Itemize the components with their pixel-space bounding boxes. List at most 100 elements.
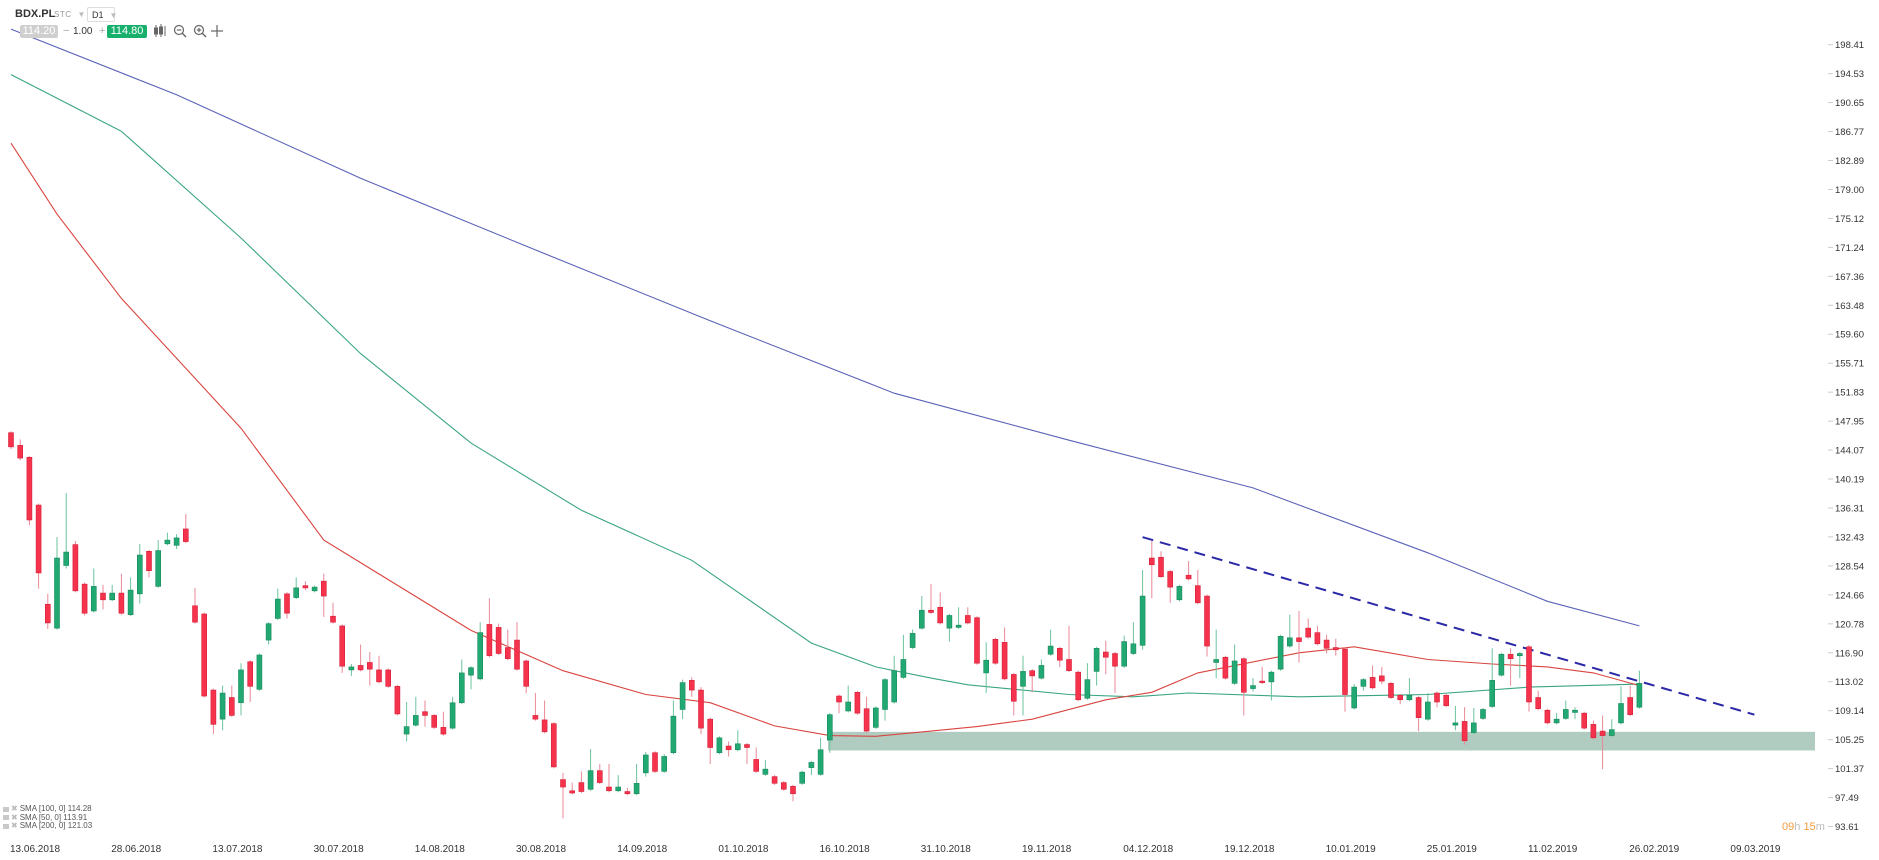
countdown-minutes-unit: m	[1815, 821, 1825, 833]
legend-item-sma100[interactable]: ✖ SMA [100, 0] 114.28	[3, 804, 92, 814]
legend-item-sma50[interactable]: ✖ SMA [50, 0] 113.91	[3, 812, 92, 823]
sma-line-sma100	[10, 74, 1640, 698]
candle-body	[1296, 637, 1302, 642]
candle-body	[468, 667, 474, 676]
candle	[523, 659, 530, 694]
candle-body	[311, 586, 318, 592]
candle-body	[1047, 645, 1054, 655]
candle-body	[808, 762, 815, 768]
sell-price-button[interactable]: 114.20	[20, 25, 58, 38]
candle	[1158, 551, 1164, 579]
x-tick-label: 30.08.2018	[516, 844, 566, 855]
increase-quantity-button[interactable]: +	[99, 25, 106, 37]
legend-item-sma200[interactable]: ✖ SMA [200, 0] 121.03	[3, 822, 92, 831]
candle	[633, 763, 640, 796]
candle-body	[946, 615, 953, 629]
candle	[1498, 652, 1505, 677]
buy-price-button[interactable]: 114.80	[107, 25, 147, 38]
candle-body	[431, 715, 438, 728]
candle	[688, 677, 695, 697]
candle	[615, 775, 622, 793]
candle	[100, 584, 106, 610]
candle	[1333, 638, 1339, 656]
x-tick-label: 31.10.2018	[921, 844, 971, 855]
candle	[1563, 700, 1569, 720]
candle	[642, 751, 649, 777]
candle	[808, 760, 815, 776]
remove-icon[interactable]: ✖	[11, 821, 18, 831]
indicator-settings-icon[interactable]	[3, 806, 9, 812]
decrease-quantity-button[interactable]: −	[63, 25, 70, 37]
candle-body	[1167, 571, 1173, 588]
candle-body	[1149, 557, 1155, 566]
candle-body	[118, 592, 125, 614]
market-selector[interactable]: STC ▼	[54, 10, 86, 19]
candle-type-icon[interactable]	[153, 23, 167, 39]
candle	[1609, 719, 1615, 738]
remove-icon[interactable]: ✖	[11, 804, 18, 813]
candle	[284, 592, 290, 619]
y-tick-label: 163.48	[1835, 301, 1864, 312]
support-zone[interactable]	[827, 731, 1815, 751]
candle-body	[219, 692, 226, 720]
candle-body	[330, 615, 336, 623]
candle	[1351, 684, 1357, 710]
candle	[1526, 645, 1532, 712]
candle-body	[900, 659, 907, 678]
candle-body	[109, 592, 115, 601]
candle	[753, 747, 760, 773]
candle	[256, 653, 263, 691]
candle-body	[928, 609, 934, 613]
zoom-in-icon[interactable]	[193, 23, 207, 39]
x-tick-label: 04.12.2018	[1123, 844, 1173, 855]
candle	[928, 584, 934, 614]
candle-body	[992, 639, 999, 664]
indicator-settings-icon[interactable]	[3, 823, 9, 829]
legend-label: SMA [200, 0] 121.03	[19, 821, 93, 831]
candle-body	[633, 783, 640, 795]
candle	[882, 678, 888, 721]
crosshair-move-icon[interactable]	[210, 23, 224, 39]
candle-body	[256, 654, 263, 690]
candle-body	[1434, 692, 1440, 703]
candle	[1057, 646, 1063, 667]
y-tick-label: 140.19	[1835, 475, 1864, 486]
candle	[863, 696, 870, 733]
quantity-input[interactable]: 1.00	[73, 26, 93, 37]
candle-body	[1213, 659, 1219, 663]
candle	[1112, 652, 1118, 694]
candle-body	[707, 718, 714, 748]
candle-body	[882, 679, 888, 710]
timeframe-selector[interactable]: D1 ▼	[87, 7, 117, 22]
trendline[interactable]	[1142, 536, 1755, 716]
candle	[376, 655, 382, 684]
zoom-out-icon[interactable]	[173, 23, 187, 39]
symbol-label: BDX.PL	[15, 8, 56, 20]
candle-body	[550, 723, 557, 768]
candle-body	[1057, 647, 1063, 661]
y-tick-label: 147.95	[1835, 417, 1864, 428]
candle-body	[974, 617, 980, 664]
indicator-settings-icon[interactable]	[3, 815, 9, 821]
candle-body	[872, 707, 879, 728]
candle	[293, 577, 300, 600]
candle	[1636, 670, 1643, 709]
candle	[1075, 670, 1081, 702]
candle	[1195, 569, 1201, 605]
candle	[339, 624, 346, 673]
y-tick-label: 175.12	[1835, 214, 1864, 225]
x-tick-label: 16.10.2018	[820, 844, 870, 855]
candle-body	[1204, 595, 1210, 647]
candle-body	[366, 662, 373, 670]
candle	[385, 668, 392, 688]
candle	[1176, 584, 1183, 602]
candle-body	[523, 660, 530, 687]
sma-line-sma50	[10, 142, 1640, 737]
candle-body	[1517, 653, 1523, 657]
candle	[587, 748, 594, 791]
candle-body	[1305, 627, 1311, 638]
candle	[983, 642, 990, 694]
candle	[1480, 707, 1486, 720]
remove-icon[interactable]: ✖	[11, 812, 18, 822]
